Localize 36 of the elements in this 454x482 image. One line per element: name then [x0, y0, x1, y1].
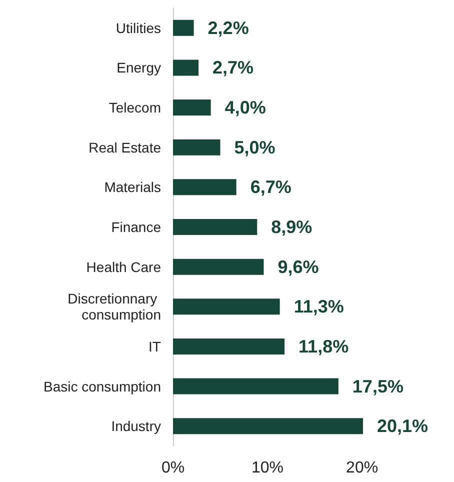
y-tick-label: Real Estate	[88, 139, 162, 156]
data-label: 5,0%	[234, 137, 276, 158]
x-tick-label: 0%	[161, 460, 185, 476]
x-tick-label: 20%	[346, 460, 378, 476]
bar	[173, 60, 199, 76]
bar	[173, 258, 264, 275]
data-label: 8,9%	[271, 217, 312, 237]
bar	[173, 139, 220, 156]
x-tick-label: 10%	[252, 460, 284, 476]
y-tick-label: Utilities	[116, 20, 161, 36]
data-label: 11,3%	[294, 296, 344, 317]
bar	[173, 338, 285, 354]
bar	[173, 100, 211, 116]
bar	[173, 179, 236, 196]
y-tick-label: Energy	[116, 60, 161, 76]
data-label: 2,2%	[208, 18, 249, 38]
data-label: 6,7%	[250, 177, 292, 198]
y-tick-label: Discretionnary consumption	[68, 290, 161, 323]
y-tick-label: Materials	[104, 179, 161, 196]
bar	[173, 418, 363, 434]
data-label: 4,0%	[224, 98, 266, 118]
y-tick-label: Telecom	[108, 100, 161, 116]
data-label: 11,8%	[298, 336, 349, 356]
y-tick-label: IT	[148, 338, 162, 354]
y-tick-label: Industry	[111, 418, 161, 434]
bar	[173, 219, 258, 235]
y-tick-label: Finance	[111, 219, 162, 235]
data-label: 17,5%	[352, 376, 404, 396]
y-tick-label: Basic consumption	[43, 378, 161, 394]
y-tick-label: Health Care	[86, 258, 162, 275]
data-label: 9,6%	[278, 256, 319, 277]
bar	[173, 378, 338, 394]
bar	[173, 298, 280, 315]
data-label: 2,7%	[212, 58, 254, 78]
data-label: 20,1%	[377, 416, 428, 436]
bar	[173, 20, 194, 36]
